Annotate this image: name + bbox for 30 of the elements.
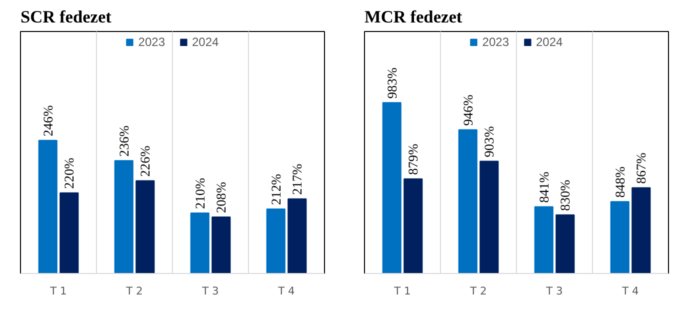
x-tick-label: T 4 — [277, 284, 296, 298]
data-label: 879% — [406, 144, 421, 175]
x-tick-label: T 3 — [545, 284, 563, 298]
data-label: 848% — [612, 166, 628, 198]
x-tick-label: T 2 — [469, 284, 487, 298]
data-label: 220% — [62, 158, 77, 189]
legend-label: 2024 — [192, 35, 219, 49]
x-tick-label: T 4 — [621, 284, 640, 298]
x-tick-label: T 1 — [393, 284, 411, 298]
data-label: 236% — [116, 125, 132, 157]
data-label: 246% — [40, 105, 56, 136]
chart-title: SCR fedezet — [20, 8, 112, 26]
data-label: 903% — [482, 126, 497, 158]
data-label: 983% — [384, 68, 400, 99]
legend-label: 2023 — [138, 35, 165, 49]
x-tick-label: T 1 — [49, 284, 67, 298]
data-label: 946% — [460, 94, 476, 126]
data-label: 217% — [290, 164, 305, 195]
data-label: 841% — [536, 172, 552, 203]
data-label: 226% — [138, 146, 153, 177]
x-tick-label: T 3 — [201, 284, 219, 298]
chart-title: MCR fedezet — [364, 8, 462, 26]
legend-label: 2023 — [482, 35, 509, 49]
legend-label: 2024 — [536, 35, 563, 49]
data-label: 830% — [558, 180, 573, 211]
x-tick-label: T 2 — [125, 284, 143, 298]
data-label: 210% — [192, 178, 208, 209]
data-label: 867% — [634, 152, 649, 184]
data-label: 212% — [268, 174, 284, 205]
data-label: 208% — [214, 182, 229, 214]
